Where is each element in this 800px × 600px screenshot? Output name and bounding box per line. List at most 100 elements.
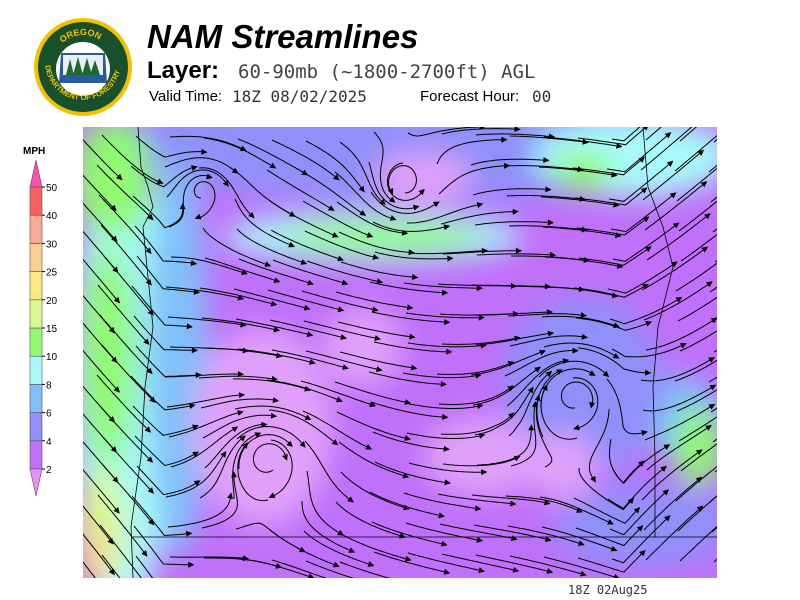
streamline <box>339 141 386 205</box>
streamline <box>236 228 307 265</box>
streamline <box>540 286 618 297</box>
streamline <box>99 314 153 374</box>
streamline-arrowhead <box>342 364 349 370</box>
streamline <box>83 294 115 333</box>
streamline <box>508 225 587 231</box>
streamline-arrowhead <box>348 547 356 553</box>
streamline-arrowhead <box>189 403 196 409</box>
legend-tick-label: 10 <box>46 352 58 363</box>
streamline <box>438 385 514 405</box>
legend-swatch <box>29 271 43 301</box>
streamline <box>167 316 246 326</box>
streamline-arrowhead <box>237 294 245 301</box>
streamline <box>577 347 651 374</box>
streamline-arrowhead <box>615 142 623 149</box>
streamline <box>83 349 120 393</box>
streamline-arrowhead <box>660 465 667 472</box>
streamline <box>204 423 267 469</box>
streamline-arrowhead <box>192 451 200 458</box>
oregon-department-of-forestry-logo: OREGON DEPARTMENT OF FORESTRY <box>34 18 132 116</box>
streamline-arrowhead <box>709 384 717 391</box>
streamline <box>237 138 308 176</box>
streamline-arrowhead <box>476 285 483 292</box>
streamline-arrowhead <box>534 394 541 402</box>
streamline <box>475 332 554 346</box>
streamline-arrowhead <box>666 160 674 167</box>
streamline <box>272 259 348 285</box>
streamline <box>404 402 483 409</box>
streamline-arrowhead <box>347 496 354 503</box>
streamline-arrowhead <box>192 424 199 431</box>
streamline <box>441 128 520 135</box>
streamline-arrowhead <box>261 421 268 428</box>
streamline <box>607 466 667 510</box>
streamline <box>269 319 346 339</box>
streamline <box>442 250 521 255</box>
streamline-arrowhead <box>185 530 193 537</box>
streamline <box>368 161 419 210</box>
streamline <box>235 318 313 336</box>
streamline <box>83 139 123 180</box>
streamline <box>646 213 711 261</box>
legend-swatch <box>29 440 43 470</box>
streamline <box>83 533 115 575</box>
streamline <box>506 195 585 200</box>
streamline-arrowhead <box>300 259 308 265</box>
streamline <box>338 441 409 478</box>
streamline <box>475 133 554 138</box>
streamline-arrowhead <box>476 536 484 543</box>
streamline-arrowhead <box>545 186 552 193</box>
streamline-arrowhead <box>607 519 614 525</box>
streamline <box>407 552 484 572</box>
streamline-arrowhead <box>704 213 711 220</box>
streamline <box>436 361 514 375</box>
streamline-arrowhead <box>442 414 449 420</box>
streamline-arrowhead <box>147 487 154 494</box>
streamline-arrowhead <box>303 304 311 311</box>
streamline-arrowhead <box>527 386 534 394</box>
streamline <box>336 411 411 440</box>
streamline <box>610 192 676 233</box>
streamline-arrowhead <box>644 246 652 253</box>
streamline <box>438 165 510 195</box>
streamline <box>560 381 594 409</box>
legend-tick-label: 40 <box>46 211 58 222</box>
streamline <box>133 315 197 351</box>
streamline-arrowhead <box>447 255 454 262</box>
streamline <box>509 135 588 143</box>
streamline-arrowhead <box>708 403 716 410</box>
legend-swatch <box>29 412 43 442</box>
streamline-arrowhead <box>404 555 412 562</box>
chart-title: NAM Streamlines <box>147 18 419 55</box>
streamline <box>535 395 553 468</box>
streamline <box>507 525 584 546</box>
streamline-arrowhead <box>227 492 233 499</box>
streamline <box>679 525 717 562</box>
streamline <box>369 491 444 517</box>
streamline <box>170 426 238 468</box>
streamline <box>408 250 487 255</box>
streamline-arrowhead <box>547 219 554 226</box>
streamline-arrowhead <box>222 180 229 187</box>
streamline-arrowhead <box>706 281 713 288</box>
streamline <box>642 150 704 201</box>
streamline <box>337 531 411 561</box>
streamline-arrowhead <box>110 204 117 212</box>
streamline-arrowhead <box>337 306 345 313</box>
streamline-arrowhead <box>409 333 416 340</box>
streamline <box>170 256 247 275</box>
streamline-arrowhead <box>589 402 595 409</box>
streamline <box>340 471 409 510</box>
streamline <box>408 462 487 473</box>
streamline <box>406 432 485 439</box>
streamline-arrowhead <box>231 426 239 433</box>
streamline <box>130 165 197 188</box>
streamline <box>541 526 617 551</box>
streamline-arrowhead <box>404 435 412 441</box>
streamline <box>386 162 425 201</box>
streamline <box>608 161 673 202</box>
streamline-arrowhead <box>547 330 555 337</box>
streamline-arrowhead <box>662 489 670 496</box>
streamline <box>441 553 519 572</box>
